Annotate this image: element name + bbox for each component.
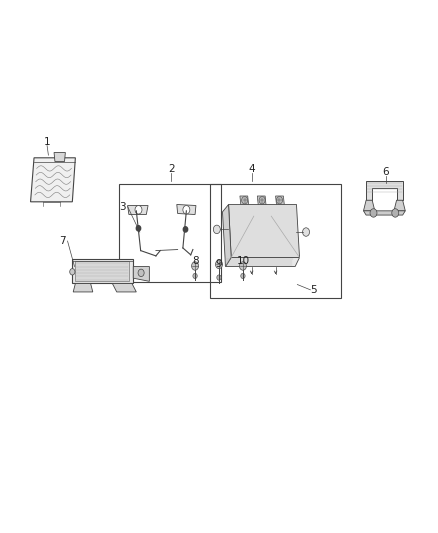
Circle shape <box>303 228 310 236</box>
Polygon shape <box>73 284 93 292</box>
Polygon shape <box>31 158 75 202</box>
Polygon shape <box>54 152 65 161</box>
Polygon shape <box>113 284 136 292</box>
Polygon shape <box>364 211 405 215</box>
Text: 8: 8 <box>192 256 198 266</box>
Circle shape <box>370 209 377 217</box>
Polygon shape <box>257 196 266 205</box>
Polygon shape <box>223 205 231 266</box>
Circle shape <box>191 262 198 270</box>
Bar <box>119 184 221 282</box>
Polygon shape <box>133 266 149 281</box>
Polygon shape <box>226 257 300 266</box>
Circle shape <box>215 260 223 269</box>
Circle shape <box>138 269 144 277</box>
Circle shape <box>183 206 190 214</box>
Circle shape <box>240 262 247 270</box>
Text: 2: 2 <box>168 165 174 174</box>
Text: 1: 1 <box>44 137 50 147</box>
Polygon shape <box>394 200 405 211</box>
Text: 7: 7 <box>59 236 66 246</box>
Circle shape <box>392 209 399 217</box>
Circle shape <box>242 197 248 204</box>
Text: 3: 3 <box>119 201 126 212</box>
Circle shape <box>259 197 265 204</box>
Circle shape <box>184 227 187 232</box>
Circle shape <box>241 273 245 279</box>
Polygon shape <box>364 200 375 211</box>
Polygon shape <box>177 205 196 215</box>
Polygon shape <box>366 181 403 200</box>
Polygon shape <box>127 206 148 215</box>
Bar <box>210 184 341 298</box>
Polygon shape <box>240 196 249 205</box>
Polygon shape <box>72 259 133 284</box>
Polygon shape <box>276 196 284 205</box>
Circle shape <box>213 225 220 233</box>
Circle shape <box>135 206 142 214</box>
Circle shape <box>217 275 221 280</box>
Text: 4: 4 <box>248 165 255 174</box>
Circle shape <box>276 197 283 204</box>
Text: 6: 6 <box>382 167 389 177</box>
Polygon shape <box>75 261 129 281</box>
Text: 10: 10 <box>237 256 250 266</box>
Text: 9: 9 <box>215 259 223 269</box>
Circle shape <box>193 273 197 279</box>
Circle shape <box>70 269 75 275</box>
Polygon shape <box>229 205 300 257</box>
Text: 5: 5 <box>311 285 317 295</box>
Circle shape <box>136 225 141 231</box>
